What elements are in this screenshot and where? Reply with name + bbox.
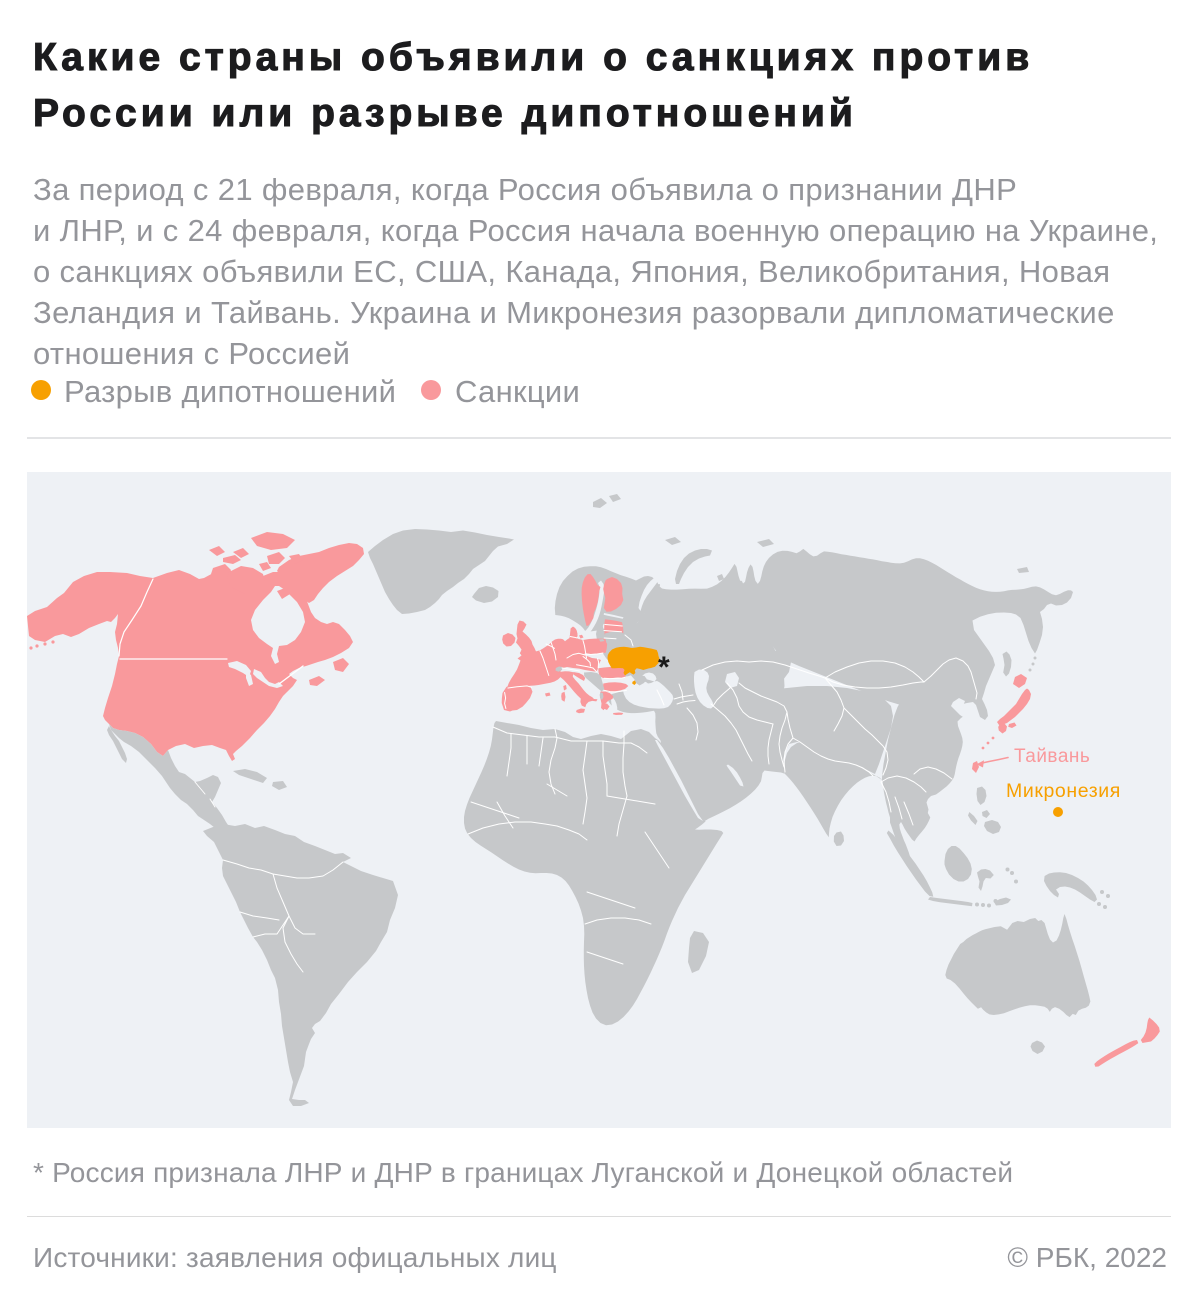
svg-text:Тайвань: Тайвань	[1014, 746, 1090, 767]
svg-text:Микронезия: Микронезия	[1006, 780, 1121, 802]
svg-text:*: *	[658, 651, 670, 684]
